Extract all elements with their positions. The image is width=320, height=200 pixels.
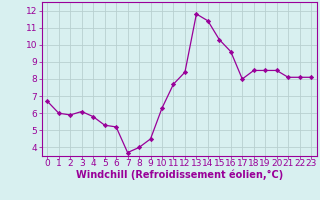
X-axis label: Windchill (Refroidissement éolien,°C): Windchill (Refroidissement éolien,°C) — [76, 169, 283, 180]
